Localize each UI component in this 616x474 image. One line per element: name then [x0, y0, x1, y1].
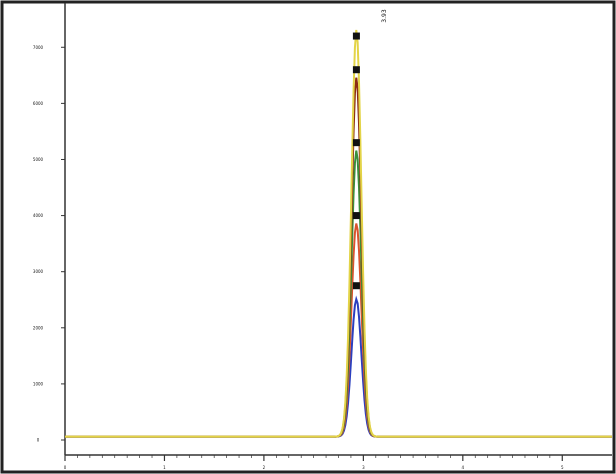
series-line-1 — [65, 295, 612, 438]
x-tick-label: 1 — [163, 465, 166, 470]
series-line-5 — [65, 29, 612, 438]
peak-marker-2 — [352, 212, 360, 220]
x-tick-label: 5 — [561, 465, 564, 470]
peak-marker-1 — [352, 282, 360, 290]
y-tick-label: 6000 — [33, 101, 44, 106]
peak-label: 3.93 — [381, 9, 388, 23]
marker-layer — [352, 32, 360, 290]
y-tick-label: 3000 — [33, 269, 44, 274]
y-tick-label: 0 — [37, 438, 40, 443]
x-tick-label: 0 — [64, 465, 67, 470]
x-tick-label: 3 — [362, 465, 365, 470]
x-tick-label: 2 — [263, 465, 266, 470]
peak-marker-4 — [352, 66, 360, 74]
series-line-3 — [65, 150, 612, 438]
peak-marker-3 — [352, 139, 360, 147]
y-tick-label: 2000 — [33, 325, 44, 330]
y-tick-label: 5000 — [33, 157, 44, 162]
x-tick-label: 4 — [462, 465, 465, 470]
series-line-2 — [65, 223, 612, 438]
series-line-4 — [65, 77, 612, 438]
y-tick-label: 4000 — [33, 213, 44, 218]
y-tick-label: 1000 — [33, 381, 44, 386]
x-axis-ticks: 0 1 2 3 4 5 — [64, 455, 564, 470]
y-axis-ticks: 0 1000 2000 3000 4000 5000 6000 7000 — [33, 45, 65, 443]
peak-marker-5 — [352, 32, 360, 40]
y-tick-label: 7000 — [33, 45, 44, 50]
series-layer — [65, 29, 612, 438]
